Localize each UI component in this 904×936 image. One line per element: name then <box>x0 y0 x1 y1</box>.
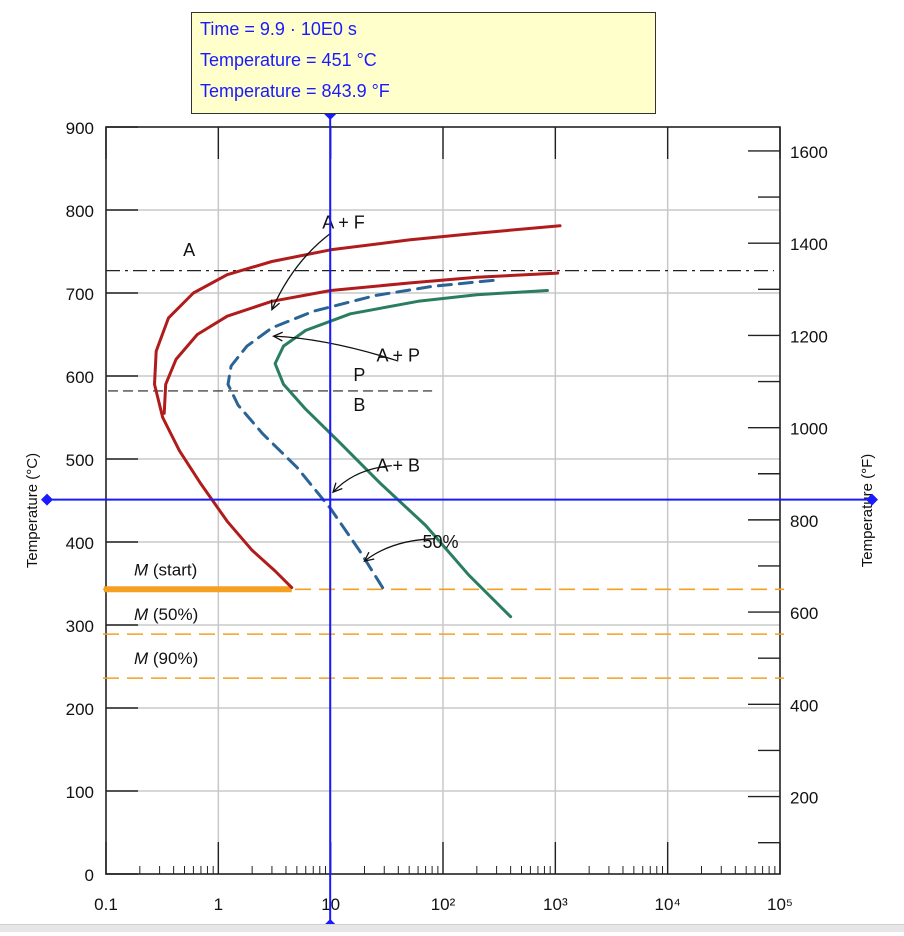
martensite-label-rest: (50%) <box>148 605 198 624</box>
axes: 0.111010²10³10⁴10⁵0100200300400500600700… <box>24 119 876 936</box>
martensite-label: M (90%) <box>134 649 198 668</box>
martensite-label: M (start) <box>134 560 197 579</box>
bottom-scrollbar[interactable] <box>0 924 904 932</box>
x-tick-label: 10⁵ <box>767 895 793 914</box>
martensite-label: M (50%) <box>134 605 198 624</box>
y2-tick-label: 1600 <box>790 143 828 162</box>
martensite-label-rest: (start) <box>148 560 197 579</box>
y-tick-label: 900 <box>66 119 94 138</box>
y2-tick-label: 800 <box>790 512 818 531</box>
curve-3 <box>226 278 502 590</box>
y-tick-label: 600 <box>66 368 94 387</box>
y2-tick-label: 1400 <box>790 235 828 254</box>
x-tick-label: 1 <box>214 895 223 914</box>
y2-tick-label: 600 <box>790 604 818 623</box>
transformation-curves <box>153 224 562 619</box>
cursor-readout: Time = 9.9 · 10E0 s Temperature = 451 °C… <box>191 12 656 114</box>
region-label: A + B <box>377 456 421 476</box>
region-labels: A A + F A + P PB A + B 50% <box>183 212 459 563</box>
y2-tick-label: 1000 <box>790 420 828 439</box>
y2-tick-label: 200 <box>790 789 818 808</box>
region-label: 50% <box>422 532 458 552</box>
curve-4 <box>273 289 549 619</box>
y-tick-label: 700 <box>66 285 94 304</box>
region-label: A <box>183 240 195 260</box>
y-tick-label: 200 <box>66 700 94 719</box>
leader-arrow <box>271 232 332 310</box>
curve-1 <box>153 224 562 590</box>
martensite-label-m: M <box>134 560 149 579</box>
readout-time: Time = 9.9 · 10E0 s <box>200 19 357 39</box>
leader-arrowhead <box>272 331 283 342</box>
leader-arrow <box>364 538 436 562</box>
leader-arrowhead <box>332 482 343 494</box>
curve-2 <box>162 271 560 415</box>
leader-arrowhead <box>270 299 280 311</box>
y2-axis-title: Temperature (°F) <box>859 454 876 568</box>
readout-temp-c: Temperature = 451 °C <box>200 50 377 70</box>
y-tick-label: 300 <box>66 617 94 636</box>
y-tick-label: 500 <box>66 451 94 470</box>
region-label: A + F <box>322 212 365 232</box>
y2-tick-label: 1200 <box>790 327 828 346</box>
y-tick-label: 400 <box>66 534 94 553</box>
x-tick-label: 10⁴ <box>655 895 681 914</box>
y2-tick-label: 400 <box>790 696 818 715</box>
leader-arrow <box>332 464 392 493</box>
leader-arrowhead <box>363 551 375 563</box>
reference-lines: M (start)M (50%)M (90%) <box>103 269 784 679</box>
cursor-handle-right <box>866 493 878 506</box>
y-axis-title: Temperature (°C) <box>24 453 41 568</box>
y-tick-label: 0 <box>85 866 94 885</box>
martensite-label-rest: (90%) <box>148 649 198 668</box>
x-tick-label: 10³ <box>543 895 568 914</box>
cursor-handle-left <box>41 493 53 506</box>
region-label: B <box>353 395 365 415</box>
x-tick-label: 10² <box>431 895 456 914</box>
martensite-label-m: M <box>134 605 149 624</box>
region-label: P <box>353 365 365 385</box>
y-tick-label: 800 <box>66 202 94 221</box>
region-label: A + P <box>377 345 421 365</box>
martensite-label-m: M <box>134 649 149 668</box>
y-tick-label: 100 <box>66 783 94 802</box>
leader-arrow <box>273 335 399 362</box>
readout-temp-f: Temperature = 843.9 °F <box>200 81 390 101</box>
x-tick-label: 0.1 <box>94 895 118 914</box>
